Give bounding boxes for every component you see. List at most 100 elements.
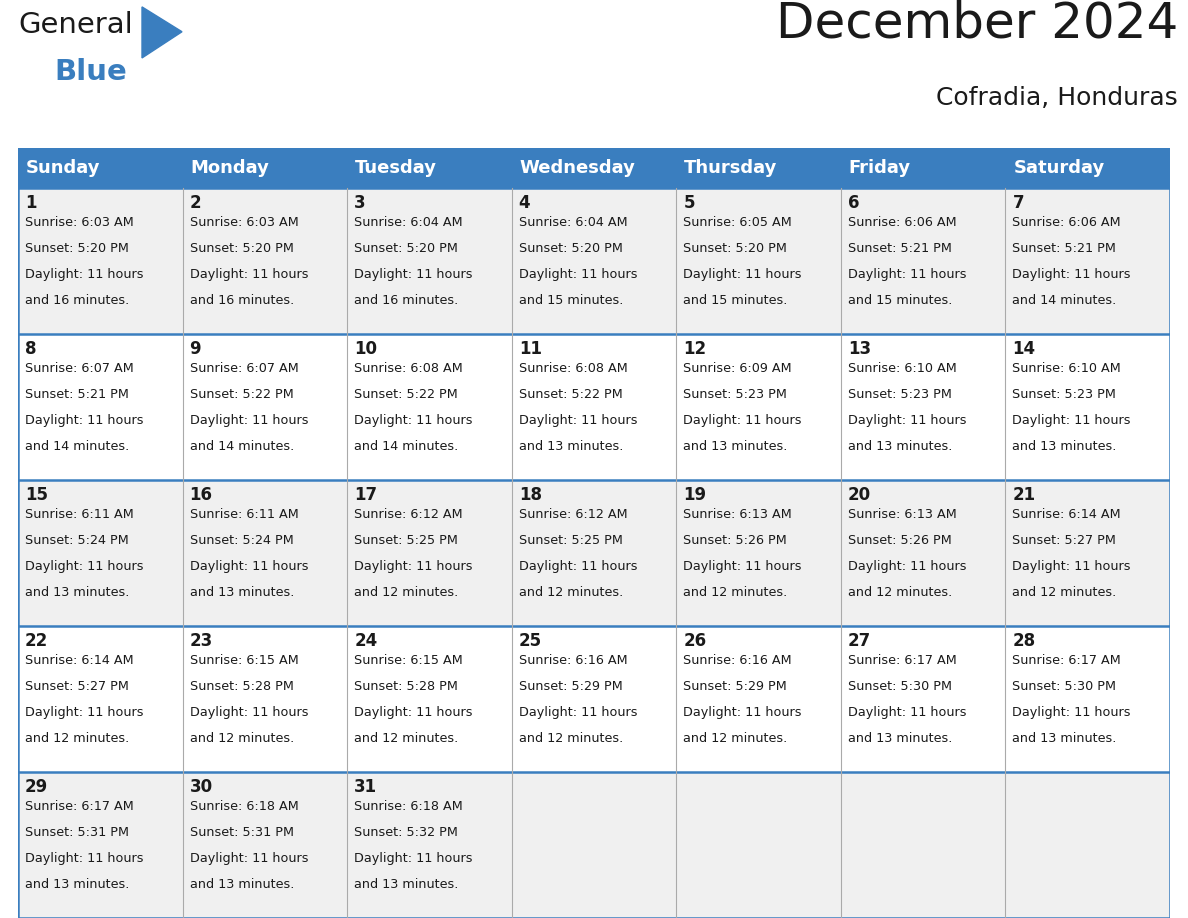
Text: Sunset: 5:22 PM: Sunset: 5:22 PM xyxy=(190,388,293,401)
Text: Sunset: 5:21 PM: Sunset: 5:21 PM xyxy=(25,388,128,401)
Text: Daylight: 11 hours: Daylight: 11 hours xyxy=(519,268,637,281)
Text: 7: 7 xyxy=(1012,194,1024,212)
Text: Daylight: 11 hours: Daylight: 11 hours xyxy=(683,268,802,281)
Text: Daylight: 11 hours: Daylight: 11 hours xyxy=(683,706,802,719)
Text: Sunset: 5:23 PM: Sunset: 5:23 PM xyxy=(683,388,788,401)
Text: Sunrise: 6:11 AM: Sunrise: 6:11 AM xyxy=(190,508,298,521)
Text: 16: 16 xyxy=(190,486,213,504)
Text: Sunset: 5:28 PM: Sunset: 5:28 PM xyxy=(190,680,293,693)
Text: Daylight: 11 hours: Daylight: 11 hours xyxy=(190,706,308,719)
Text: and 12 minutes.: and 12 minutes. xyxy=(519,733,623,745)
Text: Sunrise: 6:17 AM: Sunrise: 6:17 AM xyxy=(25,800,134,813)
Text: 3: 3 xyxy=(354,194,366,212)
Text: 22: 22 xyxy=(25,632,49,650)
Text: Sunset: 5:26 PM: Sunset: 5:26 PM xyxy=(848,534,952,547)
Text: Sunset: 5:20 PM: Sunset: 5:20 PM xyxy=(683,242,788,255)
Text: Sunset: 5:26 PM: Sunset: 5:26 PM xyxy=(683,534,786,547)
Text: Sunrise: 6:11 AM: Sunrise: 6:11 AM xyxy=(25,508,134,521)
Text: Sunset: 5:31 PM: Sunset: 5:31 PM xyxy=(25,826,129,839)
Text: Sunrise: 6:15 AM: Sunrise: 6:15 AM xyxy=(190,654,298,667)
Text: Sunrise: 6:03 AM: Sunrise: 6:03 AM xyxy=(190,216,298,229)
Bar xyxy=(676,148,841,188)
Text: Daylight: 11 hours: Daylight: 11 hours xyxy=(25,560,144,573)
Text: Daylight: 11 hours: Daylight: 11 hours xyxy=(848,706,966,719)
Text: 21: 21 xyxy=(1012,486,1036,504)
Bar xyxy=(512,148,676,188)
Text: Daylight: 11 hours: Daylight: 11 hours xyxy=(519,706,637,719)
Text: Sunrise: 6:17 AM: Sunrise: 6:17 AM xyxy=(848,654,956,667)
Text: 27: 27 xyxy=(848,632,871,650)
Text: 4: 4 xyxy=(519,194,530,212)
Text: Sunrise: 6:07 AM: Sunrise: 6:07 AM xyxy=(190,362,298,375)
Text: Sunset: 5:24 PM: Sunset: 5:24 PM xyxy=(190,534,293,547)
Text: Daylight: 11 hours: Daylight: 11 hours xyxy=(354,560,473,573)
Text: and 12 minutes.: and 12 minutes. xyxy=(848,587,952,599)
Text: Daylight: 11 hours: Daylight: 11 hours xyxy=(519,560,637,573)
Text: 30: 30 xyxy=(190,778,213,796)
Text: Sunset: 5:21 PM: Sunset: 5:21 PM xyxy=(1012,242,1117,255)
Text: Daylight: 11 hours: Daylight: 11 hours xyxy=(1012,560,1131,573)
Text: Wednesday: Wednesday xyxy=(519,159,636,177)
Text: and 15 minutes.: and 15 minutes. xyxy=(848,294,953,308)
Text: Cofradia, Honduras: Cofradia, Honduras xyxy=(936,85,1178,109)
Text: Daylight: 11 hours: Daylight: 11 hours xyxy=(190,852,308,865)
Text: Sunrise: 6:07 AM: Sunrise: 6:07 AM xyxy=(25,362,134,375)
Text: Sunrise: 6:18 AM: Sunrise: 6:18 AM xyxy=(354,800,463,813)
Text: and 13 minutes.: and 13 minutes. xyxy=(683,441,788,453)
Text: 11: 11 xyxy=(519,340,542,358)
Text: Daylight: 11 hours: Daylight: 11 hours xyxy=(1012,268,1131,281)
Text: General: General xyxy=(18,11,133,39)
Text: Sunrise: 6:14 AM: Sunrise: 6:14 AM xyxy=(1012,508,1121,521)
Text: Sunrise: 6:15 AM: Sunrise: 6:15 AM xyxy=(354,654,463,667)
Text: Friday: Friday xyxy=(849,159,911,177)
Text: Daylight: 11 hours: Daylight: 11 hours xyxy=(683,414,802,427)
Text: Daylight: 11 hours: Daylight: 11 hours xyxy=(848,414,966,427)
Text: Sunrise: 6:13 AM: Sunrise: 6:13 AM xyxy=(683,508,792,521)
Text: Sunrise: 6:10 AM: Sunrise: 6:10 AM xyxy=(848,362,956,375)
Text: 31: 31 xyxy=(354,778,378,796)
Text: and 13 minutes.: and 13 minutes. xyxy=(848,733,953,745)
Text: Sunrise: 6:14 AM: Sunrise: 6:14 AM xyxy=(25,654,133,667)
Text: and 13 minutes.: and 13 minutes. xyxy=(519,441,623,453)
Bar xyxy=(18,334,1170,480)
Text: Sunrise: 6:08 AM: Sunrise: 6:08 AM xyxy=(519,362,627,375)
Text: 8: 8 xyxy=(25,340,37,358)
Text: Daylight: 11 hours: Daylight: 11 hours xyxy=(1012,414,1131,427)
Text: Sunset: 5:27 PM: Sunset: 5:27 PM xyxy=(25,680,128,693)
Bar xyxy=(18,626,1170,772)
Text: 15: 15 xyxy=(25,486,48,504)
Text: Daylight: 11 hours: Daylight: 11 hours xyxy=(25,268,144,281)
Text: Sunrise: 6:16 AM: Sunrise: 6:16 AM xyxy=(519,654,627,667)
Text: Sunset: 5:22 PM: Sunset: 5:22 PM xyxy=(354,388,457,401)
Text: Sunrise: 6:18 AM: Sunrise: 6:18 AM xyxy=(190,800,298,813)
Text: 14: 14 xyxy=(1012,340,1036,358)
Text: 18: 18 xyxy=(519,486,542,504)
Text: and 13 minutes.: and 13 minutes. xyxy=(190,879,293,891)
Text: and 12 minutes.: and 12 minutes. xyxy=(190,733,293,745)
Text: 10: 10 xyxy=(354,340,377,358)
Text: and 12 minutes.: and 12 minutes. xyxy=(683,733,788,745)
Text: 28: 28 xyxy=(1012,632,1036,650)
Text: Blue: Blue xyxy=(53,58,127,85)
Bar xyxy=(18,148,183,188)
Text: 19: 19 xyxy=(683,486,707,504)
Text: Daylight: 11 hours: Daylight: 11 hours xyxy=(190,414,308,427)
Text: Sunset: 5:24 PM: Sunset: 5:24 PM xyxy=(25,534,128,547)
Text: 5: 5 xyxy=(683,194,695,212)
Text: Sunrise: 6:12 AM: Sunrise: 6:12 AM xyxy=(354,508,463,521)
Text: Daylight: 11 hours: Daylight: 11 hours xyxy=(190,268,308,281)
Text: Sunset: 5:20 PM: Sunset: 5:20 PM xyxy=(190,242,293,255)
Text: Sunset: 5:20 PM: Sunset: 5:20 PM xyxy=(354,242,459,255)
Text: and 16 minutes.: and 16 minutes. xyxy=(190,294,293,308)
Text: Daylight: 11 hours: Daylight: 11 hours xyxy=(683,560,802,573)
Text: Daylight: 11 hours: Daylight: 11 hours xyxy=(1012,706,1131,719)
Text: 26: 26 xyxy=(683,632,707,650)
Text: Daylight: 11 hours: Daylight: 11 hours xyxy=(25,414,144,427)
Text: Thursday: Thursday xyxy=(684,159,778,177)
Text: and 14 minutes.: and 14 minutes. xyxy=(190,441,293,453)
Text: and 12 minutes.: and 12 minutes. xyxy=(683,587,788,599)
Text: 1: 1 xyxy=(25,194,37,212)
Text: Sunset: 5:21 PM: Sunset: 5:21 PM xyxy=(848,242,952,255)
Text: 9: 9 xyxy=(190,340,201,358)
Text: Tuesday: Tuesday xyxy=(355,159,437,177)
